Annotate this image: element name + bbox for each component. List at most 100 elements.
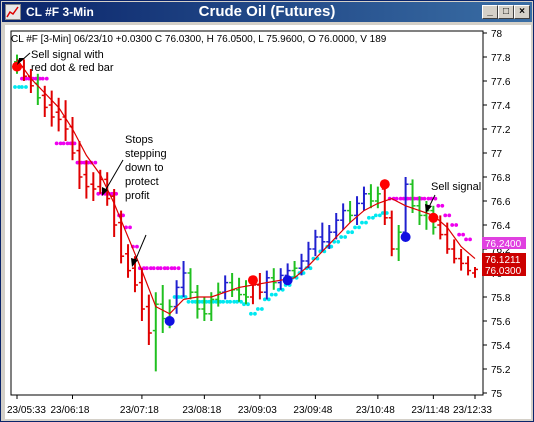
signal-dot [282,275,293,286]
window-title: CL #F 3-Min [26,5,94,19]
y-tick-label: 75.4 [491,341,511,352]
y-tick-label: 75.8 [491,293,511,304]
minimize-button[interactable]: _ [482,5,498,19]
stop-dot-long [246,302,250,307]
stop-dot-long [343,235,348,239]
signal-dot [247,275,258,286]
stop-dot-short [158,266,163,271]
stop-dot-short [422,196,427,201]
price-bar [388,210,395,257]
price-bar [243,280,249,305]
annotation-line: Stops [125,134,154,146]
y-tick-label: 77.2 [491,125,511,136]
price-bar [111,189,118,237]
price-bar [229,273,236,297]
price-box-stop-label: 76.2400 [485,239,522,250]
chart-area[interactable]: 7877.877.677.477.27776.876.676.476.27675… [5,25,531,419]
price-bar [451,239,458,264]
stop-dot-long [17,85,21,89]
annotation-line: Sell signal [431,181,481,193]
stop-dot-long [353,225,357,230]
price-bar [222,275,229,300]
x-tick-label: 23/08:18 [182,405,221,416]
stop-dot-long [266,297,271,302]
annotation-arrow [134,234,147,262]
stop-dot-short [461,232,466,237]
x-tick-label: 23/12:33 [453,405,492,416]
minimize-icon: _ [487,6,493,17]
stop-dot-long [273,292,278,297]
stop-dot-short [450,223,455,227]
close-button[interactable]: × [514,5,530,19]
stop-dot-short [405,196,410,201]
price-bar [236,277,243,302]
stop-dot-long [190,299,195,304]
price-bar [367,184,374,209]
stop-dot-long [371,215,375,220]
price-bar [472,267,478,278]
stop-dot-long [214,299,219,304]
stop-dot-short [75,160,80,165]
price-bar [395,225,402,261]
stop-dot-long [360,220,364,225]
stop-dot-short [443,213,448,218]
stop-dot-short [86,160,91,165]
stop-dot-long [301,271,306,275]
y-tick-label: 76.8 [491,173,511,184]
price-box-last-label: 76.0300 [485,266,522,277]
stop-dot-long [207,299,212,304]
y-tick-label: 76.4 [491,221,511,232]
stop-dot-short [447,213,452,218]
price-box-ma [482,253,526,265]
stop-dot-long [357,225,361,230]
stop-dot-short [142,266,146,271]
price-bar [138,268,145,321]
stop-dot-short [155,266,160,271]
y-tick-label: 77.6 [491,77,511,88]
price-bar [187,268,194,300]
maximize-button[interactable]: □ [498,5,514,19]
price-bar [458,249,465,271]
stop-dot-short [457,232,462,237]
price-bar [270,268,277,290]
stop-dot-short [20,76,24,81]
stop-dot-long [253,311,257,316]
price-chart[interactable]: 7877.877.677.477.27776.876.676.476.27675… [5,25,531,419]
price-bar [465,256,472,276]
stop-dot-long [249,311,253,316]
stop-dot-short [72,141,77,146]
stop-dot-long [183,295,188,299]
stop-dot-short [394,196,399,201]
stop-dot-short [24,76,28,81]
stop-dot-long [336,239,341,244]
moving-average-layer [16,59,476,315]
annotation-line: stepping [125,148,167,160]
price-bar [41,85,48,117]
stop-dots-layer [13,76,472,316]
x-tick-label: 23/06:18 [51,405,90,416]
annotation-arrow [104,159,124,192]
stop-dot-long [179,295,184,299]
price-bar [291,261,298,278]
stop-dot-short [398,196,403,201]
title-bar[interactable]: CL #F 3-Min Crude Oil (Futures) _ □ × [2,2,532,22]
signal-dots-layer [12,61,439,326]
price-bars-layer [14,54,478,372]
annotation-sell-signal-2: Sell signal [425,181,481,213]
quote-info-line: CL #F [3-Min] 06/23/10 +0.0300 C 76.0300… [11,34,387,45]
stop-dot-short [37,76,42,81]
price-boxes: 76.2400 76.1211 76.0300 [482,237,526,277]
stop-dot-short [54,141,59,146]
stop-dot-short [93,160,98,165]
stop-dot-short [79,160,84,165]
price-bar [354,196,361,225]
chart-app-icon-glyph [6,6,19,18]
annotation-arrowhead [102,187,108,196]
stop-dot-short [419,196,424,201]
price-box-ma-label: 76.1211 [485,255,521,266]
stop-dot-long [204,299,209,304]
price-bar [340,203,347,230]
stop-dot-short [128,225,132,230]
price-bar [180,261,187,297]
stop-dot-long [384,211,389,215]
